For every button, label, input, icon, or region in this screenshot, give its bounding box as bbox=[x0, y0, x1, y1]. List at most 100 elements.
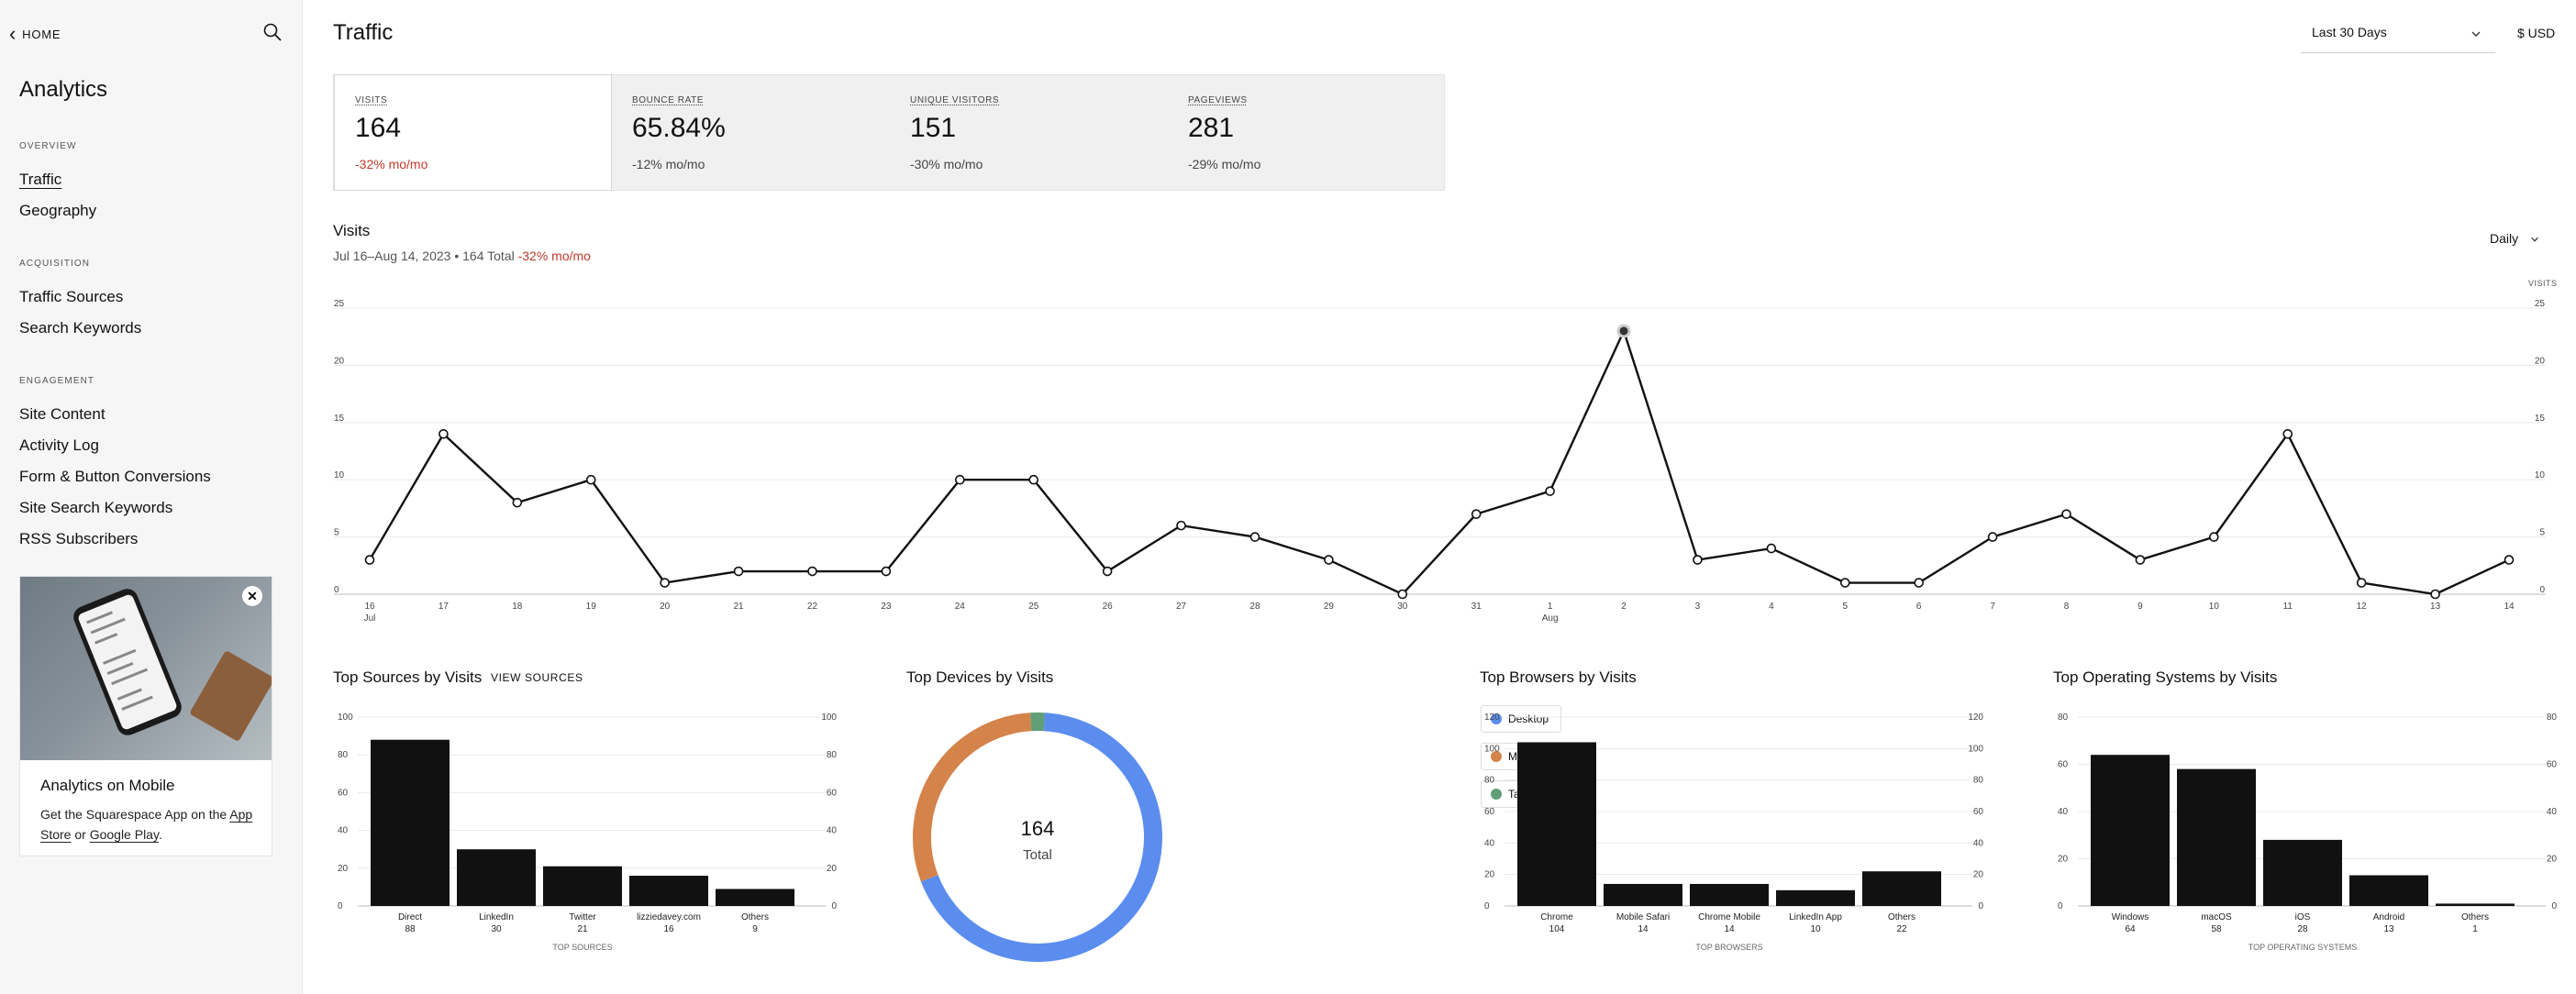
bar bbox=[1690, 883, 1769, 906]
visits-chart-title: Visits bbox=[333, 222, 371, 239]
visits-point bbox=[585, 474, 596, 485]
metric-tab-pageviews[interactable]: PAGEVIEWS 281 -29% mo/mo bbox=[1168, 75, 1446, 190]
metric-change: -30% mo/mo bbox=[910, 157, 983, 171]
date-range-select[interactable]: Last 30 Days bbox=[2301, 20, 2495, 53]
bar-category-label: Others bbox=[1888, 912, 1915, 922]
sidebar-item-geography[interactable]: Geography bbox=[19, 202, 97, 219]
visits-point bbox=[2135, 555, 2146, 565]
visits-point bbox=[2061, 509, 2071, 519]
section-heading-acquisition: ACQUISITION bbox=[19, 259, 91, 269]
visits-point bbox=[1028, 474, 1039, 485]
metric-value: 151 bbox=[910, 113, 957, 143]
x-tick-label: 9 bbox=[2137, 602, 2143, 612]
y-tick-label-right: 0 bbox=[831, 901, 837, 911]
sidebar-item-form-button-conversions[interactable]: Form & Button Conversions bbox=[19, 468, 211, 485]
bar-value-label: 14 bbox=[1638, 924, 1649, 934]
visits-point bbox=[1987, 532, 1998, 542]
metric-label: UNIQUE VISITORS bbox=[910, 95, 1000, 105]
x-tick-label: 29 bbox=[1324, 602, 1335, 612]
y-tick-label-right: 15 bbox=[2535, 414, 2546, 424]
x-tick-label: 21 bbox=[734, 602, 745, 612]
legend-desktop[interactable]: Desktop bbox=[1481, 705, 1561, 733]
y-tick-label-left: 40 bbox=[2058, 807, 2069, 817]
close-icon[interactable]: ✕ bbox=[242, 586, 262, 606]
y-tick-label-right: 0 bbox=[2539, 585, 2545, 595]
visits-point bbox=[2356, 578, 2367, 588]
metric-tab-bounce-rate[interactable]: BOUNCE RATE 65.84% -12% mo/mo bbox=[612, 75, 890, 190]
x-tick-label: 1 bbox=[1548, 602, 1553, 612]
visits-point bbox=[2209, 532, 2219, 542]
home-link[interactable]: ‹ HOME bbox=[9, 24, 61, 44]
x-tick-label: 23 bbox=[881, 602, 892, 612]
metric-label: PAGEVIEWS bbox=[1188, 95, 1248, 105]
bar bbox=[1517, 742, 1596, 906]
view-sources-link[interactable]: VIEW SOURCES bbox=[491, 671, 583, 684]
metric-tab-visits[interactable]: VISITS 164 -32% mo/mo bbox=[334, 74, 612, 191]
visits-point bbox=[1102, 566, 1113, 577]
sidebar-item-traffic[interactable]: Traffic bbox=[19, 171, 62, 188]
bar bbox=[457, 849, 536, 906]
x-tick-label: 31 bbox=[1471, 602, 1482, 612]
top-browsers-bar-chart: 0 0 20 20 40 40 60 60 80 80 100 100 120 120 Chrome 104 M… bbox=[1484, 712, 1983, 952]
bar-value-label: 16 bbox=[663, 924, 674, 934]
donut-slice bbox=[913, 712, 1032, 882]
metric-change: -12% mo/mo bbox=[632, 157, 705, 171]
y-tick-label-right: 40 bbox=[2547, 807, 2558, 817]
metric-change: -32% mo/mo bbox=[355, 157, 428, 171]
bar-category-label: Chrome bbox=[1540, 912, 1573, 922]
mobile-dot bbox=[1491, 751, 1502, 762]
bar bbox=[1862, 871, 1941, 906]
sidebar-item-search-keywords[interactable]: Search Keywords bbox=[19, 319, 142, 337]
x-tick-label: 19 bbox=[586, 602, 597, 612]
x-tick-label: 14 bbox=[2504, 602, 2515, 612]
visits-point bbox=[2504, 555, 2515, 565]
bar bbox=[543, 866, 622, 906]
granularity-value: Daily bbox=[2490, 231, 2519, 246]
metric-tab-unique-visitors[interactable]: UNIQUE VISITORS 151 -30% mo/mo bbox=[890, 75, 1168, 190]
sidebar: ‹ HOME Analytics OVERVIEW Traffic Geogra… bbox=[0, 0, 303, 994]
sidebar-item-site-content[interactable]: Site Content bbox=[19, 405, 105, 423]
sidebar-item-rss-subscribers[interactable]: RSS Subscribers bbox=[19, 530, 139, 547]
y-tick-label-left: 60 bbox=[2058, 760, 2069, 770]
y-tick-label-right: 0 bbox=[1978, 901, 1983, 911]
x-tick-label: 26 bbox=[1103, 602, 1114, 612]
bar-value-label: 1 bbox=[2472, 924, 2478, 934]
y-tick-label-left: 0 bbox=[1484, 901, 1490, 911]
visits-point bbox=[1249, 532, 1260, 542]
right-axis-label: VISITS bbox=[2528, 279, 2558, 288]
date-range-value: Last 30 Days bbox=[2312, 25, 2387, 39]
granularity-select[interactable]: Daily bbox=[2490, 231, 2540, 246]
search-icon[interactable] bbox=[262, 22, 283, 42]
metric-value: 164 bbox=[355, 113, 402, 143]
y-tick-label-left: 0 bbox=[2058, 901, 2063, 911]
x-tick-label: 12 bbox=[2357, 602, 2368, 612]
y-tick-label-right: 100 bbox=[821, 712, 837, 723]
y-tick-label-left: 10 bbox=[334, 470, 345, 480]
visits-point bbox=[1693, 555, 1703, 565]
currency-selector[interactable]: $ USD bbox=[2517, 26, 2556, 40]
y-tick-label-left: 5 bbox=[334, 528, 339, 538]
y-tick-label-right: 60 bbox=[2547, 760, 2558, 770]
visits-point bbox=[1471, 509, 1482, 519]
google-play-link[interactable]: Google Play bbox=[89, 827, 159, 842]
bar-value-label: 14 bbox=[1724, 924, 1735, 934]
top-devices-donut-chart: 164 Total bbox=[913, 712, 1162, 962]
bar-value-label: 13 bbox=[2383, 924, 2394, 934]
visits-point bbox=[1766, 543, 1777, 554]
chevron-down-icon bbox=[2471, 31, 2481, 37]
y-tick-label-left: 80 bbox=[338, 750, 349, 760]
donut-slice bbox=[920, 712, 1162, 962]
sidebar-item-activity-log[interactable]: Activity Log bbox=[19, 436, 99, 454]
y-tick-label-left: 100 bbox=[1484, 744, 1500, 754]
bar-category-label: Twitter bbox=[569, 912, 596, 922]
y-tick-label-left: 25 bbox=[334, 299, 345, 309]
sidebar-item-traffic-sources[interactable]: Traffic Sources bbox=[19, 288, 124, 305]
y-tick-label-left: 80 bbox=[1484, 776, 1495, 786]
y-tick-label-right: 80 bbox=[827, 750, 838, 760]
bar-value-label: 28 bbox=[2297, 924, 2308, 934]
bar-value-label: 64 bbox=[2125, 924, 2136, 934]
sidebar-item-site-search-keywords[interactable]: Site Search Keywords bbox=[19, 499, 173, 516]
x-month-label: Aug bbox=[1542, 613, 1559, 624]
x-tick-label: 6 bbox=[1916, 602, 1922, 612]
app-store-link[interactable]: App Store bbox=[40, 807, 253, 842]
